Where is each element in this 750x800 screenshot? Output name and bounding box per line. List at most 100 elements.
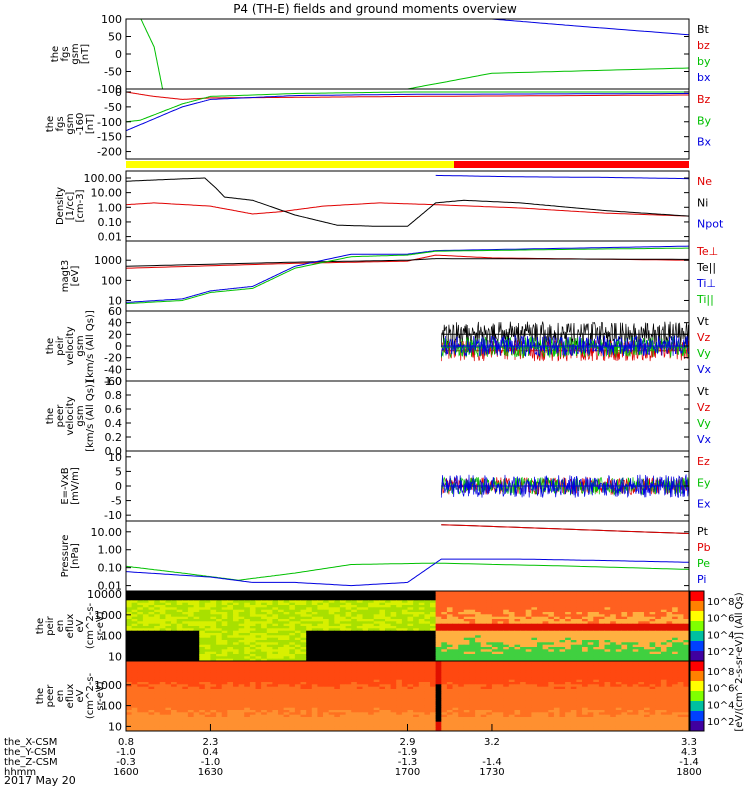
cell-peer_spectrogram-12-56	[441, 689, 448, 692]
cell-peir_spectrogram-15-91	[638, 626, 645, 629]
cell-peir_spectrogram-28-72	[531, 656, 538, 660]
cell-peir_spectrogram-6-33	[311, 605, 318, 608]
cell-peir_spectrogram-16-13	[199, 628, 206, 632]
cell-peir_spectrogram-4-41	[356, 600, 363, 604]
cell-peer_spectrogram-5-92	[644, 672, 651, 676]
cell-peir_spectrogram-13-96	[666, 621, 673, 625]
cell-peir_spectrogram-23-77	[559, 644, 566, 648]
cell-peer_spectrogram-12-52	[418, 689, 425, 692]
cell-peer_spectrogram-6-10	[182, 675, 189, 678]
cell-peer_spectrogram-9-75	[548, 682, 555, 685]
cell-peir_spectrogram-23-15	[210, 644, 217, 648]
cell-peir_spectrogram-7-44	[373, 607, 380, 611]
cell-peer_spectrogram-6-48	[396, 675, 403, 678]
cell-peir_spectrogram-19-35	[323, 635, 330, 639]
cell-peer_spectrogram-15-18	[227, 696, 234, 699]
cell-peir_spectrogram-25-57	[446, 649, 453, 653]
ylabel-line-pressure-0: Pressure	[60, 535, 71, 578]
cell-peir_spectrogram-28-26	[272, 656, 279, 660]
cell-peir_spectrogram-0-37	[334, 591, 341, 594]
cell-peer_spectrogram-13-0	[126, 691, 133, 695]
cell-peer_spectrogram-8-18	[227, 679, 234, 683]
cell-peer_spectrogram-9-24	[261, 682, 268, 685]
cell-peir_spectrogram-19-26	[272, 635, 279, 639]
cell-peer_spectrogram-5-64	[486, 672, 493, 676]
cell-peir_spectrogram-26-34	[317, 651, 324, 655]
cell-peir_spectrogram-22-11	[187, 642, 194, 646]
cell-peir_spectrogram-29-79	[570, 658, 577, 662]
cell-peir_spectrogram-23-55	[435, 644, 442, 648]
cell-peir_spectrogram-28-31	[300, 656, 307, 660]
cell-peer_spectrogram-9-74	[542, 682, 549, 685]
colorbar-tick-peir_spectrogram-2: 10^4	[707, 630, 734, 641]
cell-peer_spectrogram-8-81	[582, 679, 589, 683]
cell-peer_spectrogram-5-43	[368, 672, 375, 676]
cell-peir_spectrogram-17-67	[503, 630, 510, 634]
cell-peir_spectrogram-24-75	[548, 647, 555, 650]
cell-peir_spectrogram-4-38	[339, 600, 346, 604]
cell-peir_spectrogram-5-43	[368, 602, 375, 606]
cell-peir_spectrogram-0-83	[593, 591, 600, 594]
cell-peer_spectrogram-2-20	[238, 665, 245, 669]
cell-peer_spectrogram-3-44	[373, 668, 380, 671]
cell-peir_spectrogram-25-32	[306, 649, 313, 653]
cell-peir_spectrogram-19-33	[311, 635, 318, 639]
cell-peer_spectrogram-1-75	[548, 663, 555, 667]
cell-peer_spectrogram-1-67	[503, 663, 510, 667]
cell-peer_spectrogram-16-67	[503, 698, 510, 702]
cell-peir_spectrogram-27-13	[199, 654, 206, 657]
cell-peer_spectrogram-10-44	[373, 684, 380, 688]
cell-peir_spectrogram-11-54	[430, 616, 437, 620]
cell-peer_spectrogram-10-38	[339, 684, 346, 688]
cell-peir_spectrogram-15-96	[666, 626, 673, 629]
cell-peer_spectrogram-12-9	[176, 689, 183, 692]
cell-peer_spectrogram-5-13	[199, 672, 206, 676]
cell-peer_spectrogram-9-4	[148, 682, 155, 685]
cell-peir_spectrogram-10-74	[542, 614, 549, 618]
cell-peir_spectrogram-28-40	[351, 656, 358, 660]
cell-peir_spectrogram-27-58	[452, 654, 459, 657]
cell-peer_spectrogram-15-97	[672, 696, 679, 699]
cell-peer_spectrogram-15-49	[401, 696, 408, 699]
cell-peir_spectrogram-25-61	[469, 649, 476, 653]
cell-peir_spectrogram-22-14	[204, 642, 211, 646]
cell-peer_spectrogram-6-11	[187, 675, 194, 678]
cell-peir_spectrogram-7-22	[249, 607, 256, 611]
cell-peer_spectrogram-11-46	[385, 686, 392, 690]
cell-peir_spectrogram-10-12	[193, 614, 200, 618]
cell-peir_spectrogram-26-20	[238, 651, 245, 655]
cell-peer_spectrogram-2-94	[655, 665, 662, 669]
cell-peer_spectrogram-0-33	[311, 661, 318, 664]
cell-peer_spectrogram-11-7	[165, 686, 172, 690]
cell-peer_spectrogram-0-77	[559, 661, 566, 664]
cell-peir_spectrogram-8-15	[210, 609, 217, 613]
cell-peer_spectrogram-4-90	[632, 670, 639, 674]
cell-peir_spectrogram-23-65	[491, 644, 498, 648]
cell-peir_spectrogram-6-95	[660, 605, 667, 608]
cell-peir_spectrogram-9-94	[655, 612, 662, 615]
cell-peir_spectrogram-10-34	[317, 614, 324, 618]
cell-peir_spectrogram-17-74	[542, 630, 549, 634]
cell-peir_spectrogram-13-61	[469, 621, 476, 625]
cell-peir_spectrogram-25-69	[514, 649, 521, 653]
cell-peir_spectrogram-16-37	[334, 628, 341, 632]
cell-peir_spectrogram-2-20	[238, 595, 245, 599]
cell-peir_spectrogram-23-4	[148, 644, 155, 648]
cell-peir_spectrogram-1-34	[317, 593, 324, 597]
cell-peir_spectrogram-0-51	[413, 591, 420, 594]
cell-peir_spectrogram-8-80	[576, 609, 583, 613]
cell-peer_spectrogram-1-33	[311, 663, 318, 667]
cell-peer_spectrogram-0-98	[677, 661, 684, 664]
cell-peer_spectrogram-15-90	[632, 696, 639, 699]
cell-peer_spectrogram-12-41	[356, 689, 363, 692]
cell-peir_spectrogram-21-94	[655, 640, 662, 643]
cell-peir_spectrogram-23-3	[142, 644, 149, 648]
cell-peer_spectrogram-15-45	[379, 696, 386, 699]
cell-peir_spectrogram-21-14	[204, 640, 211, 643]
cell-peir_spectrogram-7-20	[238, 607, 245, 611]
cell-peer_spectrogram-3-63	[480, 668, 487, 671]
cell-peir_spectrogram-19-68	[508, 635, 515, 639]
cell-peir_spectrogram-14-42	[362, 623, 369, 627]
cell-peer_spectrogram-7-24	[261, 677, 268, 681]
cell-peer_spectrogram-3-7	[165, 668, 172, 671]
